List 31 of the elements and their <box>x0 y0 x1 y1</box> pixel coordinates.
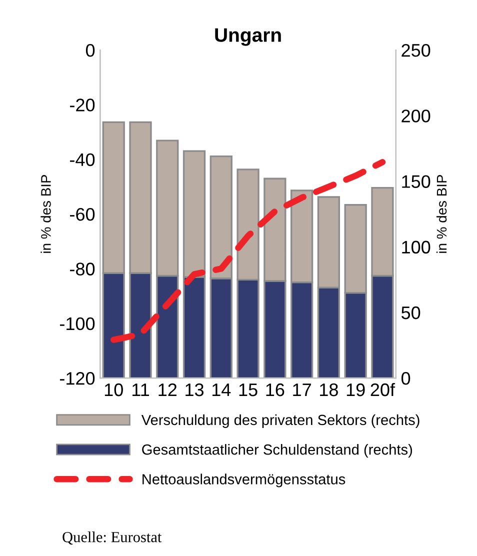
x-tick-label: 20f <box>370 382 396 396</box>
legend-label: Nettoauslandsvermögensstatus <box>142 474 346 488</box>
x-tick-label: 14 <box>212 384 231 396</box>
x-tick-label: 12 <box>158 383 177 396</box>
legend-label: Gesamtstaatlicher Schuldenstand (rechts) <box>142 444 412 458</box>
y-tick-label: -20 <box>70 98 95 112</box>
x-tick-label: 17 <box>293 384 311 396</box>
y-tick-label: -40 <box>70 153 95 166</box>
legend-label: Verschuldung des privaten Sektors (rechts) <box>141 414 420 428</box>
y-axis-title: in % des BIP <box>40 175 51 253</box>
y-tick-label: -60 <box>70 208 95 221</box>
chart-title: Ungarn <box>215 28 281 46</box>
x-tick-label: 13 <box>186 383 204 396</box>
y-tick-label: 0 <box>86 44 95 57</box>
y2-tick-label: 50 <box>401 306 420 320</box>
x-tick-label: 11 <box>132 384 149 396</box>
x-tick-label: 16 <box>266 383 284 396</box>
y2-tick-label: 100 <box>402 240 430 254</box>
y-tick-label: -120 <box>60 372 95 385</box>
y2-tick-label: 250 <box>402 44 430 57</box>
x-tick-label: 15 <box>239 384 258 396</box>
y2-tick-label: 0 <box>401 372 410 385</box>
y2-tick-label: 150 <box>402 175 430 188</box>
x-tick-label: 19 <box>346 383 365 396</box>
y-tick-label: -80 <box>70 262 95 276</box>
x-tick-label: 10 <box>104 383 123 396</box>
source-note: Quelle: Eurostat <box>62 532 162 545</box>
y-tick-label: -100 <box>60 317 95 330</box>
y2-axis-title: in % des BIP <box>436 175 447 253</box>
x-tick-label: 18 <box>320 383 338 396</box>
y2-tick-label: 200 <box>402 110 430 122</box>
